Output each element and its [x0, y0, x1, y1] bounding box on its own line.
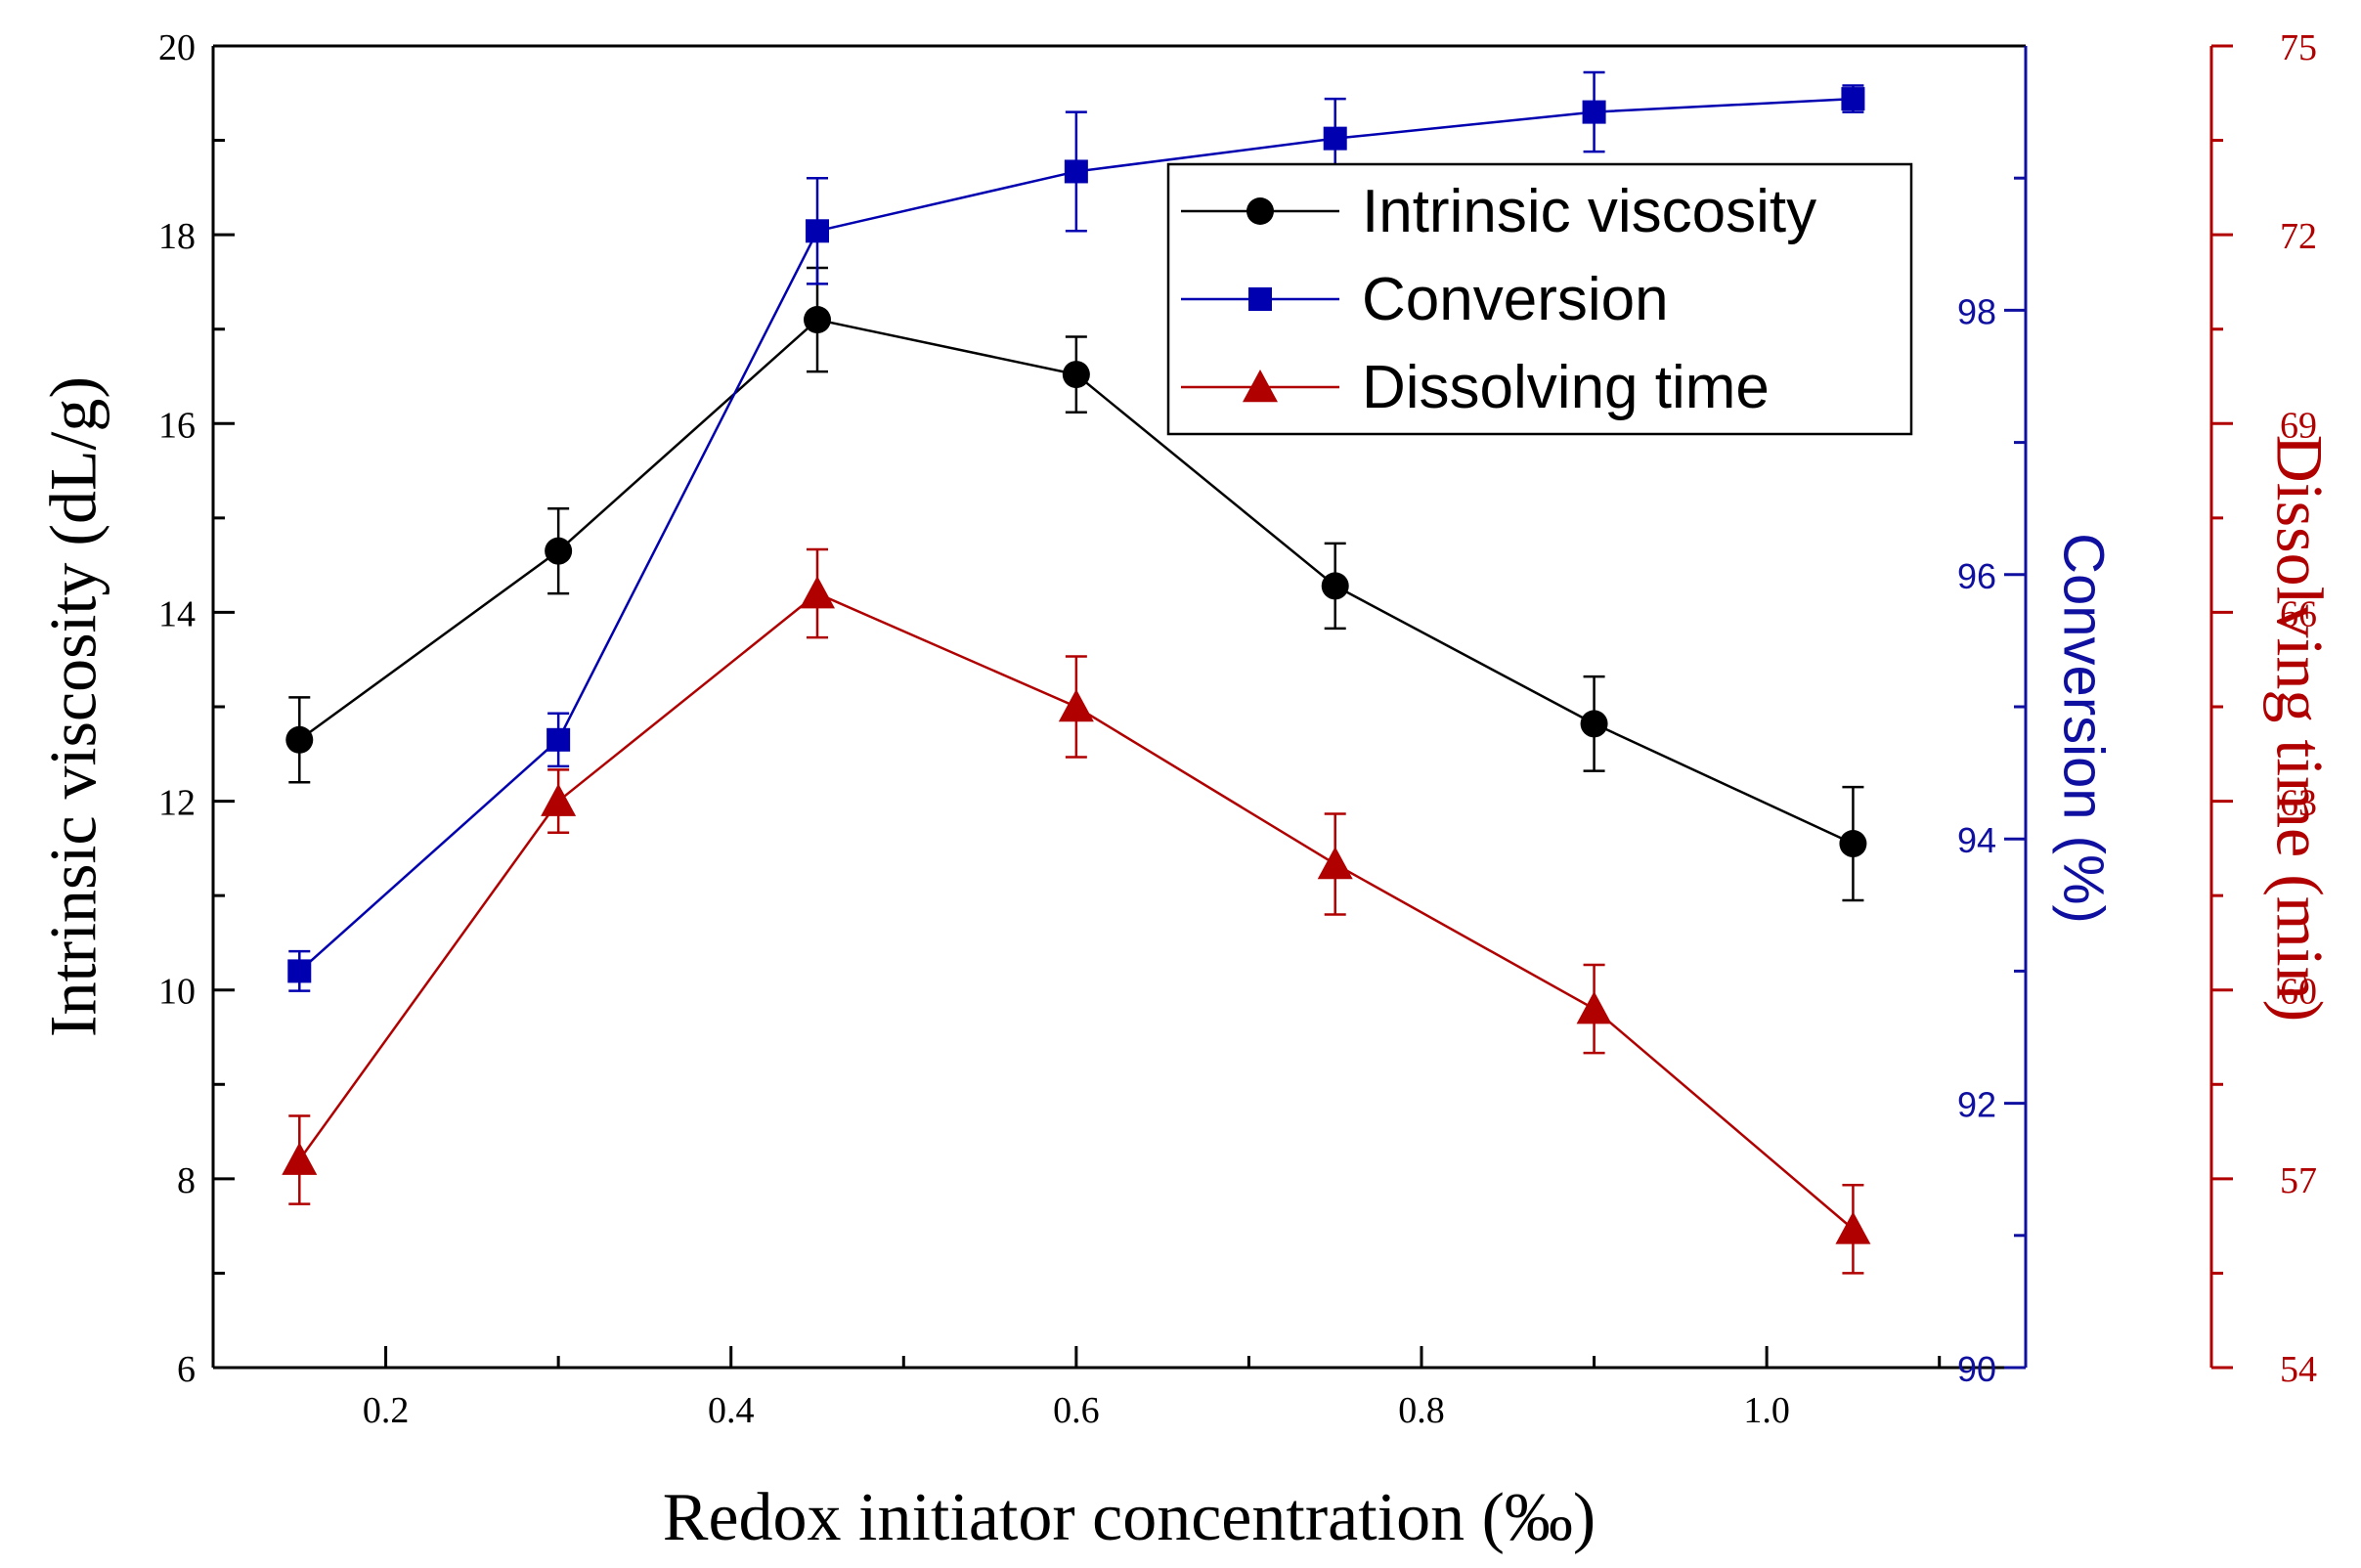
- dissolving-time-point: [541, 783, 577, 816]
- conversion-point: [547, 727, 571, 752]
- x-tick-label: 0.4: [708, 1390, 755, 1431]
- legend-dissolving-time-label: Dissolving time: [1362, 354, 1770, 421]
- left-tick-label: 18: [158, 216, 196, 257]
- left-tick-label: 20: [158, 27, 196, 68]
- dissolving-time-point: [1835, 1211, 1871, 1244]
- dissolving-time-point: [1576, 991, 1612, 1024]
- plot-layer: [282, 70, 1871, 1275]
- conversion-tick-label: 96: [1957, 556, 1996, 596]
- left-tick-label: 6: [177, 1349, 196, 1390]
- legend-intrinsic-viscosity-label: Intrinsic viscosity: [1362, 178, 1816, 245]
- dissolving-tick-label: 63: [2280, 783, 2317, 824]
- dissolving-tick-label: 57: [2280, 1160, 2317, 1201]
- conversion-tick-label: 98: [1957, 291, 1996, 331]
- conversion-point: [287, 959, 312, 983]
- dissolving-tick-label: 54: [2280, 1349, 2317, 1390]
- x-tick-label: 0.8: [1398, 1390, 1445, 1431]
- dissolving-time-point: [282, 1142, 318, 1175]
- dissolving-time-point: [800, 576, 835, 609]
- x-axis-title: Redox initiator concentration (‰): [663, 1480, 1596, 1555]
- conversion-point: [1582, 100, 1606, 124]
- legend-intrinsic-viscosity-marker: [1246, 197, 1274, 225]
- left-tick-label: 12: [158, 783, 196, 824]
- x-tick-label: 1.0: [1743, 1390, 1790, 1431]
- left-tick-label: 8: [177, 1160, 196, 1201]
- dissolving-tick-label: 60: [2280, 972, 2317, 1013]
- conversion-axis-title: Conversion (%): [2052, 533, 2116, 924]
- intrinsic-viscosity-point: [1839, 830, 1867, 858]
- left-tick-label: 16: [158, 405, 196, 446]
- conversion-tick-label: 94: [1957, 820, 1996, 860]
- dissolving-axis-title: Dissolving time (min): [2262, 435, 2337, 1023]
- intrinsic-viscosity-point: [545, 537, 573, 565]
- dissolving-time-point: [1058, 689, 1094, 722]
- legend-dissolving-time-marker: [1243, 370, 1278, 403]
- conversion-point: [1841, 87, 1865, 111]
- dissolving-tick-label: 66: [2280, 593, 2317, 634]
- conversion-point: [806, 219, 829, 243]
- intrinsic-viscosity-point: [804, 306, 831, 334]
- conversion-point: [1064, 159, 1088, 184]
- dissolving-time-point: [1317, 846, 1353, 880]
- legend: Intrinsic viscosity Conversion Dissolving …: [1166, 162, 1913, 436]
- dissolving-tick-label: 72: [2280, 216, 2317, 257]
- x-tick-label: 0.2: [363, 1390, 410, 1431]
- left-tick-label: 10: [158, 972, 196, 1013]
- conversion-tick-label: 90: [1957, 1349, 1996, 1389]
- intrinsic-viscosity-point: [1580, 710, 1608, 738]
- axes-layer: 0.2 0.4 0.6 0.8 1.0 Redox initiator concentra…: [36, 27, 2338, 1555]
- x-tick-label: 0.6: [1053, 1390, 1100, 1431]
- dissolving-tick-label: 69: [2280, 405, 2317, 446]
- conversion-tick-label: 92: [1957, 1085, 1996, 1125]
- dissolving-tick-label: 75: [2280, 27, 2317, 68]
- legend-conversion-marker: [1248, 287, 1272, 311]
- intrinsic-viscosity-point: [1321, 572, 1349, 600]
- left-tick-label: 14: [158, 593, 196, 634]
- conversion-point: [1323, 126, 1347, 151]
- legend-conversion-label: Conversion: [1362, 266, 1669, 333]
- intrinsic-viscosity-point: [285, 725, 314, 754]
- intrinsic-viscosity-point: [1062, 361, 1090, 389]
- left-axis-title: Intrinsic viscosity (dL/g): [36, 376, 110, 1037]
